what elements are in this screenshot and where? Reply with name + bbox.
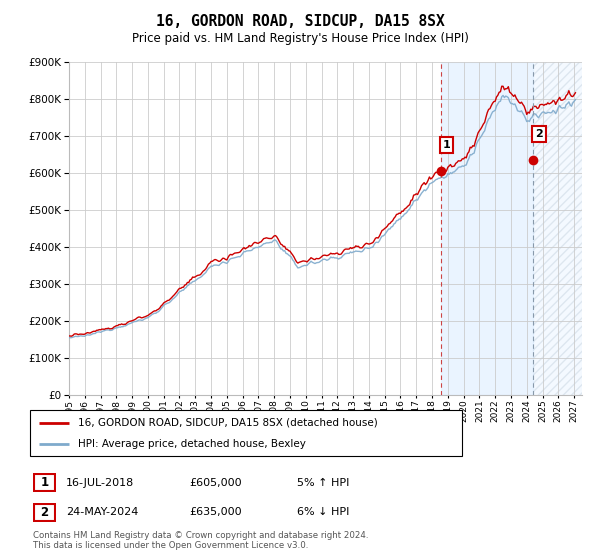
Text: £605,000: £605,000 — [189, 478, 242, 488]
Text: 16-JUL-2018: 16-JUL-2018 — [66, 478, 134, 488]
Text: Contains HM Land Registry data © Crown copyright and database right 2024.
This d: Contains HM Land Registry data © Crown c… — [33, 530, 368, 550]
Text: HPI: Average price, detached house, Bexley: HPI: Average price, detached house, Bexl… — [77, 439, 305, 449]
Text: 2: 2 — [535, 129, 543, 139]
FancyBboxPatch shape — [34, 474, 55, 491]
Text: Price paid vs. HM Land Registry's House Price Index (HPI): Price paid vs. HM Land Registry's House … — [131, 32, 469, 45]
Bar — [533, 62, 582, 395]
Text: 16, GORDON ROAD, SIDCUP, DA15 8SX: 16, GORDON ROAD, SIDCUP, DA15 8SX — [155, 14, 445, 29]
Bar — [440, 62, 533, 395]
FancyBboxPatch shape — [30, 410, 462, 456]
Text: 24-MAY-2024: 24-MAY-2024 — [66, 507, 139, 517]
Text: 5% ↑ HPI: 5% ↑ HPI — [297, 478, 349, 488]
FancyBboxPatch shape — [34, 504, 55, 521]
Text: 1: 1 — [443, 140, 451, 150]
Text: 1: 1 — [40, 476, 49, 489]
Text: £635,000: £635,000 — [189, 507, 242, 517]
Text: 6% ↓ HPI: 6% ↓ HPI — [297, 507, 349, 517]
Text: 16, GORDON ROAD, SIDCUP, DA15 8SX (detached house): 16, GORDON ROAD, SIDCUP, DA15 8SX (detac… — [77, 418, 377, 428]
Text: 2: 2 — [40, 506, 49, 519]
